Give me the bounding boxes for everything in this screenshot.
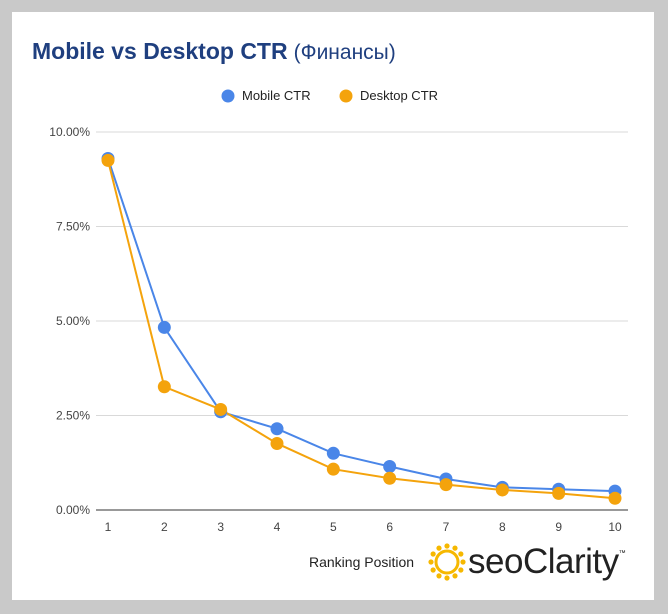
data-point [383,460,397,474]
legend-marker [221,89,235,103]
x-tick-label: 8 [499,520,506,534]
data-point [326,446,340,460]
chart-title-text: Mobile vs Desktop CTR [32,38,288,64]
logo-trademark: ™ [618,550,626,557]
legend-label: Mobile CTR [242,88,311,103]
data-point [214,402,228,416]
x-tick-label: 6 [386,520,393,534]
data-point [157,320,171,334]
chart-title: Mobile vs Desktop CTR (Финансы) [32,38,396,65]
y-tick-label: 10.00% [49,125,90,139]
x-tick-label: 1 [105,520,112,534]
x-tick-label: 2 [161,520,168,534]
series-line [107,160,616,500]
logo-ray [458,567,464,573]
logo-ray [460,559,466,565]
logo-ray [430,551,436,557]
data-point [608,491,622,505]
data-point [495,483,509,497]
series-line [107,158,616,493]
chart-card: Mobile vs Desktop CTR (Финансы) 0.00% 2.50… [12,12,654,600]
logo-ray [444,575,450,581]
data-point [270,436,284,450]
data-point [270,422,284,436]
logo-ray [430,567,436,573]
legend-marker [339,89,353,103]
data-point [326,462,340,476]
logo-ray [452,573,458,579]
logo-ray [458,551,464,557]
legend-label: Desktop CTR [360,88,438,103]
x-tick-label: 5 [330,520,337,534]
y-tick-label: 5.00% [56,314,90,328]
x-tick-label: 3 [217,520,224,534]
sun-logo-icon [428,543,466,581]
chart-subtitle: (Финансы) [293,41,396,64]
line-chart: 0.00% 2.50% 5.00% 7.50% 10.00% 1 2 3 4 5 6 7 8 9 10 Mob… [49,88,628,534]
seoclarity-logo: seo Clarity ™ [428,542,626,582]
x-tick-label: 4 [274,520,281,534]
data-point [157,380,171,394]
logo-ray [452,545,458,551]
logo-ray [436,573,442,579]
data-point [383,471,397,485]
y-tick-label: 0.00% [56,503,90,517]
logo-ray [444,543,450,549]
x-tick-label: 9 [555,520,562,534]
logo-ray [428,559,434,565]
logo-ray [436,545,442,551]
data-point [101,153,115,167]
logo-seo-text: seo [468,542,523,581]
data-point [439,478,453,492]
y-tick-label: 2.50% [56,409,90,423]
y-tick-label: 7.50% [56,220,90,234]
x-tick-label: 7 [443,520,450,534]
logo-clarity-text: Clarity [522,542,619,581]
x-tick-label: 10 [608,520,622,534]
x-axis-title: Ranking Position [309,554,415,570]
data-point [552,486,566,500]
